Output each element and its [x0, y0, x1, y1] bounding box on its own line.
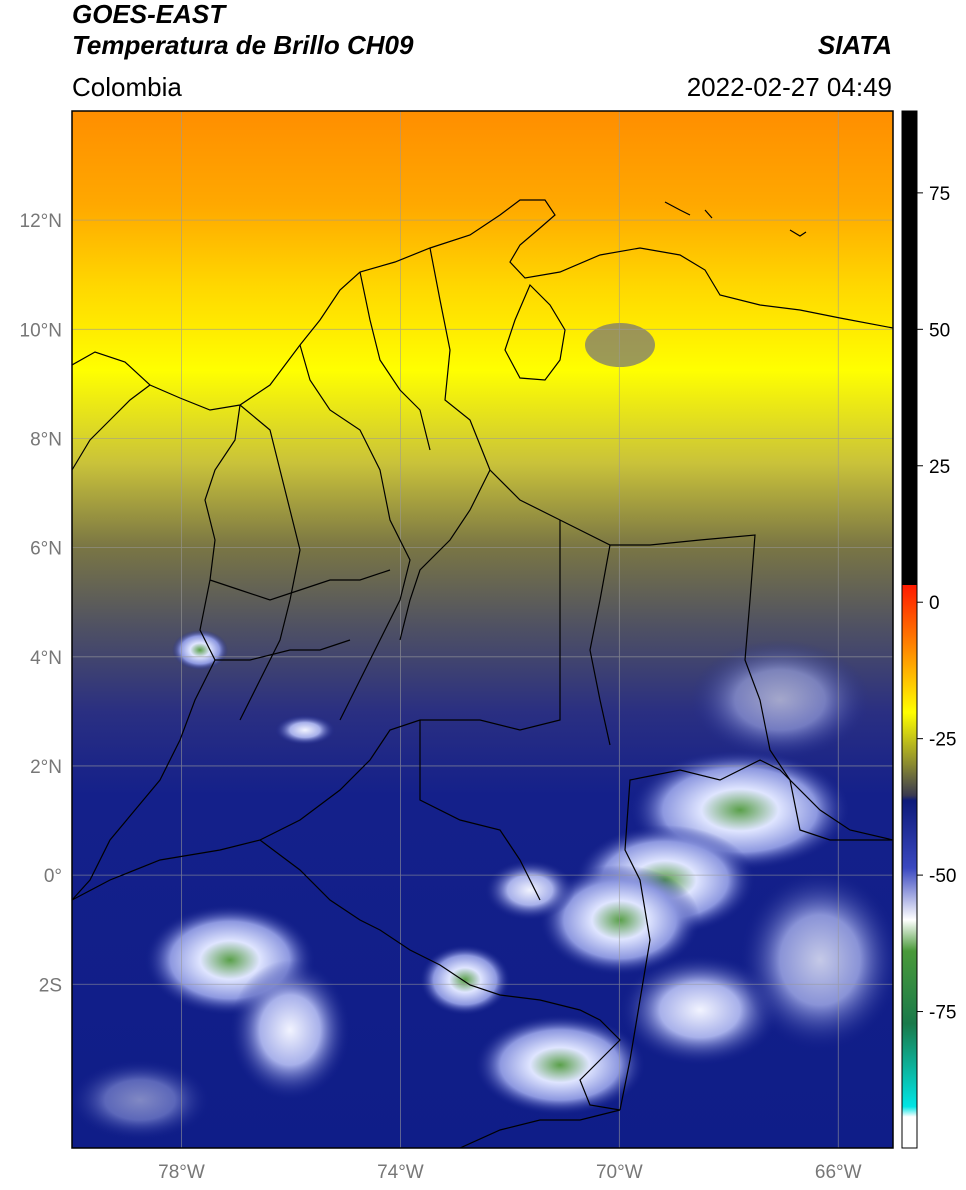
product-title: Temperatura de Brillo CH09 — [72, 30, 414, 60]
latitude-tick-label: 6°N — [30, 539, 62, 560]
region-label: Colombia — [72, 72, 182, 102]
colombia-south-border — [619, 759, 893, 1111]
datetime-label: 2022-02-27 04:49 — [686, 72, 892, 102]
colorbar-tick-label: 50 — [929, 320, 950, 341]
lake-maracaibo — [504, 283, 566, 381]
colorbar-tick-label: 0 — [929, 593, 940, 614]
latitude-labels: 12°N 10°N 8°N 6°N 4°N 2°N 0° 2S — [20, 211, 62, 996]
cloud-patch — [172, 630, 228, 670]
satellite-title: GOES-EAST — [72, 0, 226, 29]
latitude-tick-label: 8°N — [30, 429, 62, 450]
cloud-patch — [275, 715, 335, 745]
island-margarita — [789, 229, 807, 237]
longitude-tick-label: 66°W — [815, 1162, 862, 1183]
cloud-patch — [740, 870, 893, 1050]
cloud-patch — [585, 323, 655, 367]
colorbar-tick-label: 75 — [929, 184, 950, 205]
internal-division — [419, 720, 541, 901]
colorbar-tick-label: -50 — [929, 866, 956, 887]
latitude-tick-label: 12°N — [20, 211, 62, 232]
island-curacao — [704, 209, 713, 219]
map-frame — [71, 110, 894, 1149]
internal-division — [589, 544, 611, 746]
cloud-patch — [475, 1015, 645, 1115]
latitude-tick-label: 4°N — [30, 648, 62, 669]
cloud-features — [72, 323, 893, 1140]
longitude-tick-label: 70°W — [596, 1162, 643, 1183]
internal-division — [259, 520, 561, 841]
internal-division — [299, 344, 411, 721]
cloud-patch — [72, 1060, 210, 1140]
colorbar-tick-label: -75 — [929, 1003, 956, 1024]
latitude-tick-label: 2°N — [30, 757, 62, 778]
panama-coast — [72, 384, 151, 471]
internal-division — [239, 404, 301, 721]
island-aruba — [664, 201, 691, 216]
longitude-tick-label: 74°W — [377, 1162, 424, 1183]
colorbar — [901, 110, 918, 1149]
cloud-patch — [230, 960, 350, 1100]
country-borders — [72, 199, 893, 1148]
cloud-patch — [540, 865, 700, 975]
internal-division — [399, 469, 491, 641]
cloud-patch — [420, 945, 510, 1015]
latitude-tick-label: 0° — [44, 866, 62, 887]
longitude-tick-label: 78°W — [158, 1162, 205, 1183]
latitude-tick-label: 2S — [39, 975, 62, 996]
cloud-patch — [620, 955, 780, 1065]
internal-division — [359, 271, 431, 451]
internal-division — [215, 639, 351, 661]
colombia-east-border — [429, 247, 893, 841]
agency-label: SIATA — [817, 30, 892, 60]
colorbar-tick-label: 25 — [929, 457, 950, 478]
ecuador-peru-border — [72, 839, 621, 1111]
cloud-patch — [485, 860, 575, 920]
internal-division — [209, 569, 391, 601]
colorbar-ticks: 75 50 25 0 -25 -50 -75 — [917, 184, 956, 1024]
cloud-patch — [690, 640, 870, 760]
map-gridlines — [72, 111, 893, 1148]
colorbar-tick-label: -25 — [929, 730, 956, 751]
peru-brazil-border — [459, 1109, 621, 1148]
longitude-labels: 78°W 74°W 70°W 66°W — [158, 1162, 862, 1183]
latitude-tick-label: 10°N — [20, 320, 62, 341]
coastline-caribbean — [72, 199, 893, 411]
